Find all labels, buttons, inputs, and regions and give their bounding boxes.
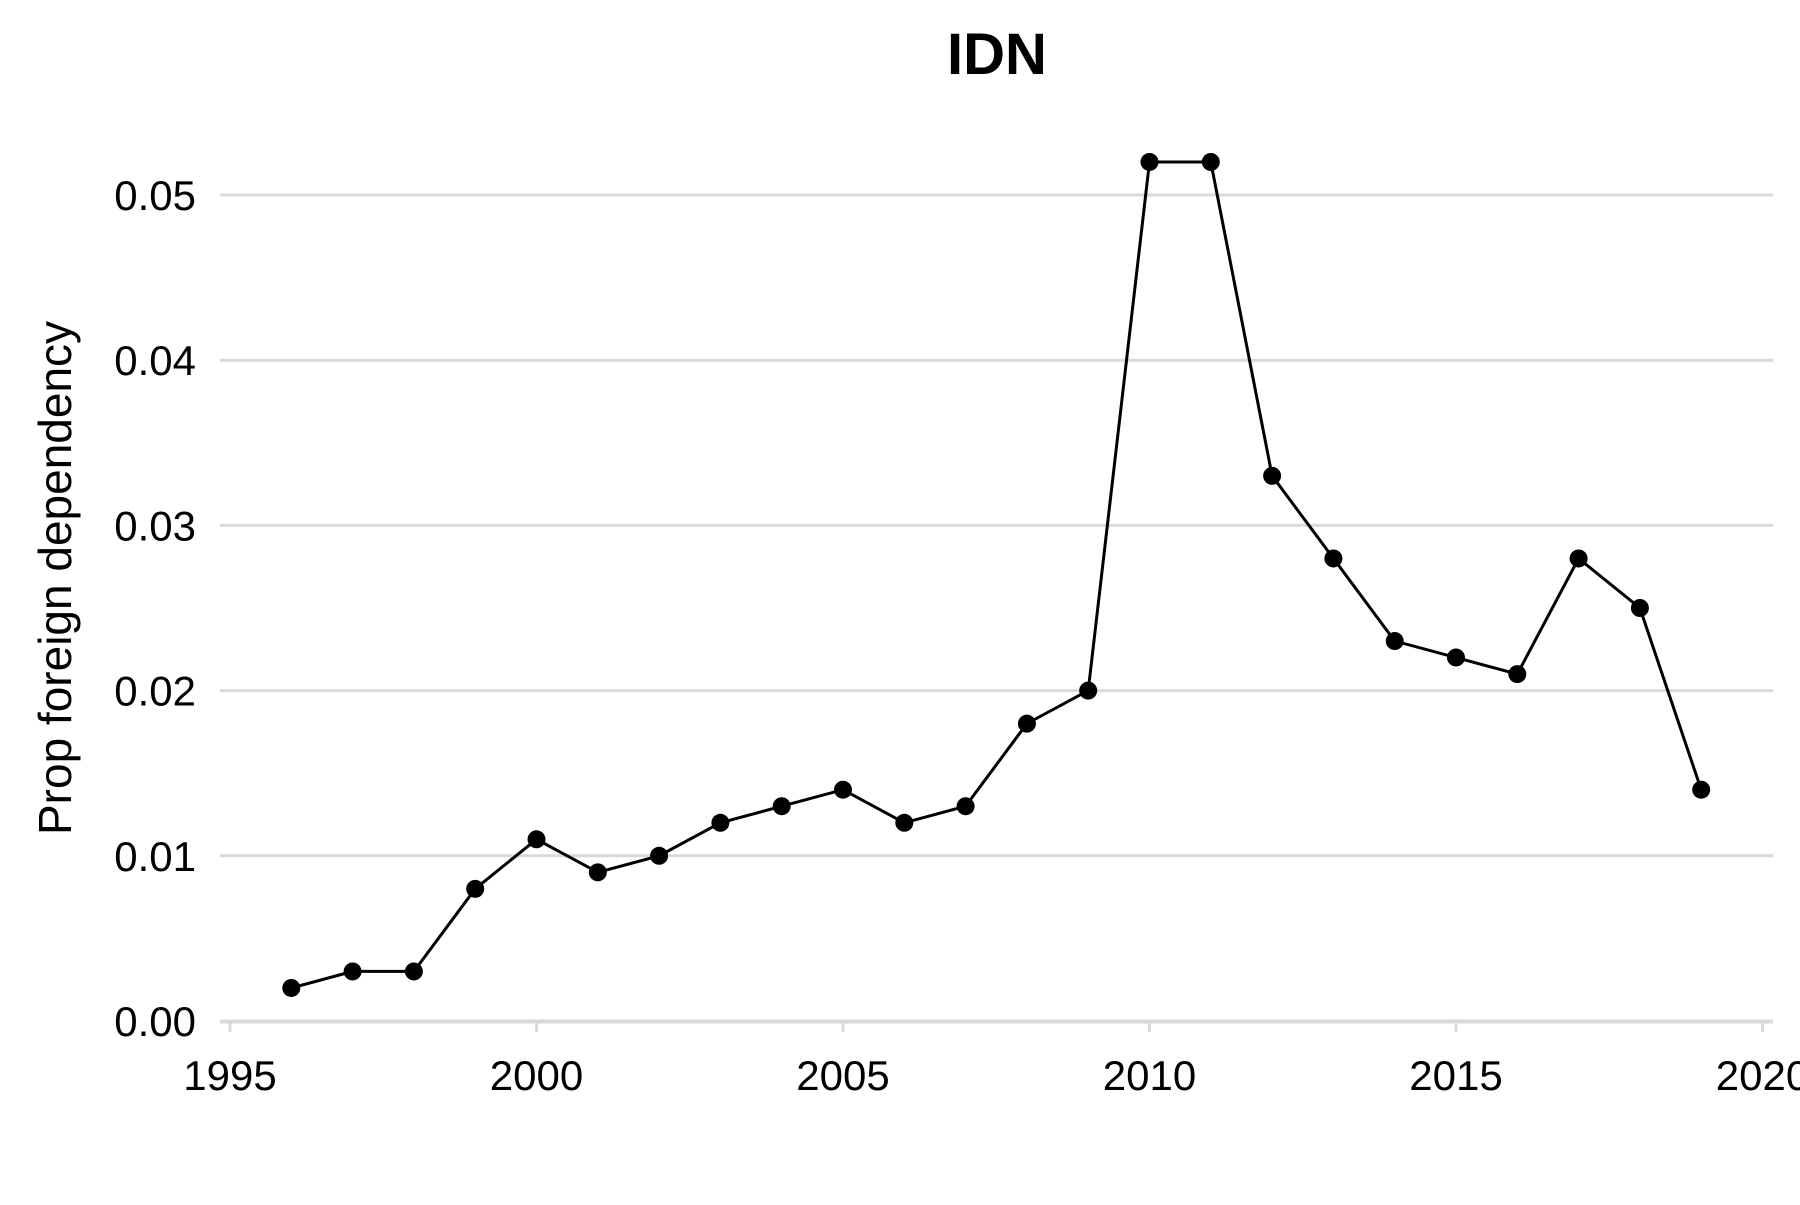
data-point-2018 (1630, 599, 1649, 617)
data-point-2012 (1263, 466, 1282, 485)
gridlines (220, 193, 1773, 1023)
data-point-2005 (834, 780, 852, 799)
data-series (282, 152, 1711, 997)
x-tick-label-1: 2000 (490, 1052, 583, 1099)
x-tick-label-2: 2005 (796, 1052, 889, 1099)
data-point-2019 (1692, 780, 1711, 799)
data-point-2008 (1017, 714, 1036, 733)
data-point-2002 (650, 846, 669, 865)
chart-title: IDN (947, 22, 1047, 87)
data-point-2003 (711, 813, 730, 832)
y-tick-label-4: 0.04 (114, 337, 196, 384)
data-point-2001 (588, 863, 607, 882)
data-point-2013 (1324, 549, 1343, 568)
y-tick-label-0: 0.00 (114, 998, 196, 1045)
data-point-2015 (1447, 648, 1465, 667)
y-axis-label: Prop foreign dependency (29, 321, 81, 835)
data-point-2014 (1385, 632, 1404, 651)
y-tick-label-5: 0.05 (114, 172, 196, 219)
x-tick-label-5: 2020 (1716, 1052, 1800, 1099)
y-tick-label-3: 0.03 (114, 502, 196, 549)
data-point-1997 (343, 962, 362, 981)
data-point-2007 (956, 797, 975, 816)
x-axis (220, 1020, 1773, 1032)
data-point-1998 (404, 962, 423, 981)
x-tick-label-4: 2015 (1409, 1052, 1502, 1099)
y-axis-tick-labels: 0.00 0.01 0.02 0.03 0.04 0.05 (114, 172, 196, 1045)
data-point-1996 (282, 978, 301, 997)
data-point-2004 (772, 797, 791, 816)
data-point-2009 (1079, 681, 1098, 700)
data-point-2016 (1508, 665, 1527, 684)
x-axis-tick-labels: 1995 2000 2005 2010 2015 2020 (183, 1052, 1800, 1099)
data-point-2000 (527, 830, 546, 849)
series-line-0 (290, 160, 1703, 990)
data-point-2010 (1140, 152, 1159, 171)
data-point-2011 (1201, 152, 1220, 171)
y-tick-label-2: 0.02 (114, 668, 196, 715)
data-point-2006 (895, 813, 914, 832)
data-point-2017 (1569, 549, 1588, 568)
x-tick-label-0: 1995 (183, 1052, 276, 1099)
x-tick-label-3: 2010 (1103, 1052, 1196, 1099)
data-point-1999 (466, 879, 485, 898)
y-tick-label-1: 0.01 (114, 833, 196, 880)
